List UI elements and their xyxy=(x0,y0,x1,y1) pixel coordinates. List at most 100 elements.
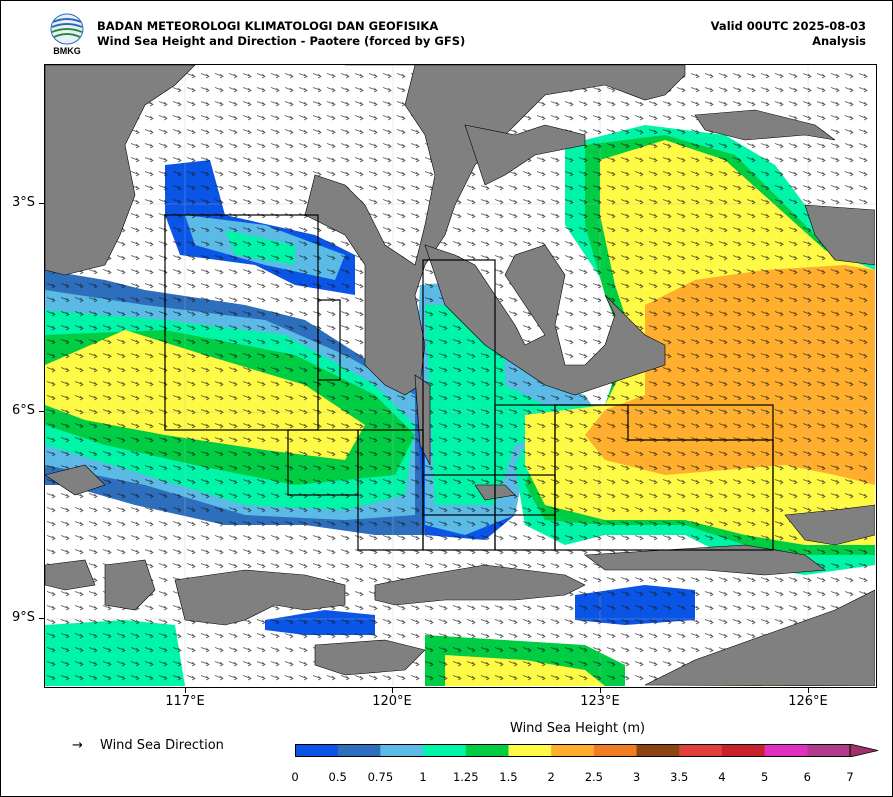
direction-arrow xyxy=(214,507,224,513)
direction-arrow xyxy=(424,171,434,177)
direction-arrow xyxy=(312,241,322,247)
direction-arrow xyxy=(452,423,462,429)
direction-arrow xyxy=(718,493,728,499)
direction-arrow xyxy=(74,381,84,387)
direction-arrow xyxy=(634,647,644,653)
direction-arrow xyxy=(172,605,182,611)
direction-arrow xyxy=(46,479,56,485)
direction-arrow xyxy=(480,465,490,471)
direction-arrow xyxy=(410,185,420,191)
direction-arrow xyxy=(256,479,266,485)
direction-arrow xyxy=(340,577,350,583)
direction-arrow xyxy=(200,549,210,555)
direction-arrow xyxy=(340,423,350,429)
direction-arrow xyxy=(844,381,854,387)
direction-arrow xyxy=(634,409,644,415)
direction-arrow xyxy=(186,227,196,233)
direction-arrow xyxy=(746,353,756,359)
direction-arrow xyxy=(592,535,602,541)
direction-arrow xyxy=(466,255,476,261)
direction-arrow xyxy=(802,549,812,555)
direction-arrow xyxy=(634,381,644,387)
direction-arrow xyxy=(102,633,112,639)
direction-arrow xyxy=(718,633,728,639)
direction-arrow xyxy=(578,493,588,499)
direction-arrow xyxy=(354,353,364,359)
direction-arrow xyxy=(270,675,280,681)
direction-arrow xyxy=(116,465,126,471)
direction-arrow xyxy=(718,227,728,233)
direction-arrow xyxy=(746,409,756,415)
direction-arrow xyxy=(144,241,154,247)
direction-arrow xyxy=(438,661,448,667)
direction-arrow xyxy=(186,255,196,261)
direction-arrow xyxy=(844,325,854,331)
direction-arrow xyxy=(172,87,182,93)
direction-arrow xyxy=(172,521,182,527)
direction-arrow xyxy=(88,297,98,303)
direction-arrow xyxy=(368,507,378,513)
direction-arrow xyxy=(620,297,630,303)
direction-arrow xyxy=(480,675,490,681)
colorbar-tick-label: 2 xyxy=(547,770,555,784)
direction-arrow xyxy=(242,115,252,121)
land-sumba xyxy=(314,639,426,676)
direction-arrow xyxy=(578,255,588,261)
direction-arrow xyxy=(802,157,812,163)
direction-arrow xyxy=(74,339,84,345)
direction-arrow xyxy=(760,227,770,233)
direction-arrow xyxy=(88,549,98,555)
direction-arrow xyxy=(592,115,602,121)
direction-arrow xyxy=(676,395,686,401)
direction-arrow xyxy=(522,409,532,415)
direction-arrow xyxy=(284,535,294,541)
direction-arrow xyxy=(816,605,826,611)
direction-arrow xyxy=(522,213,532,219)
direction-arrow xyxy=(718,255,728,261)
direction-arrow xyxy=(746,297,756,303)
direction-arrow xyxy=(606,101,616,107)
direction-arrow xyxy=(326,339,336,345)
direction-arrow xyxy=(270,297,280,303)
direction-arrow xyxy=(494,185,504,191)
colorbar-tick-label: 0.75 xyxy=(367,770,394,784)
direction-arrow xyxy=(704,199,714,205)
land-bali xyxy=(45,559,96,591)
direction-arrow xyxy=(648,605,658,611)
direction-arrow xyxy=(494,633,504,639)
direction-arrow xyxy=(424,269,434,275)
direction-arrow xyxy=(774,325,784,331)
direction-arrow xyxy=(816,255,826,261)
direction-arrow xyxy=(690,283,700,289)
direction-arrow xyxy=(774,87,784,93)
direction-arrow xyxy=(382,101,392,107)
direction-arrow xyxy=(326,437,336,443)
direction-arrow xyxy=(788,269,798,275)
direction-arrow xyxy=(74,409,84,415)
direction-arrow xyxy=(200,633,210,639)
direction-arrow xyxy=(704,283,714,289)
direction-arrow xyxy=(830,185,840,191)
direction-arrow xyxy=(396,129,406,135)
direction-arrow xyxy=(256,213,266,219)
direction-arrow xyxy=(690,521,700,527)
direction-arrow xyxy=(312,381,322,387)
direction-arrow xyxy=(466,367,476,373)
direction-arrow xyxy=(116,493,126,499)
direction-arrow xyxy=(592,171,602,177)
direction-arrow xyxy=(732,199,742,205)
direction-arrow xyxy=(186,437,196,443)
direction-arrow xyxy=(284,339,294,345)
direction-arrow xyxy=(410,199,420,205)
direction-arrow xyxy=(452,605,462,611)
direction-arrow xyxy=(60,381,70,387)
direction-arrow xyxy=(690,73,700,79)
direction-arrow xyxy=(802,283,812,289)
direction-arrow xyxy=(144,367,154,373)
direction-arrow xyxy=(396,563,406,569)
direction-arrow xyxy=(382,73,392,79)
direction-arrow xyxy=(326,465,336,471)
direction-arrow xyxy=(858,367,868,373)
direction-arrow xyxy=(410,437,420,443)
direction-arrow xyxy=(298,171,308,177)
